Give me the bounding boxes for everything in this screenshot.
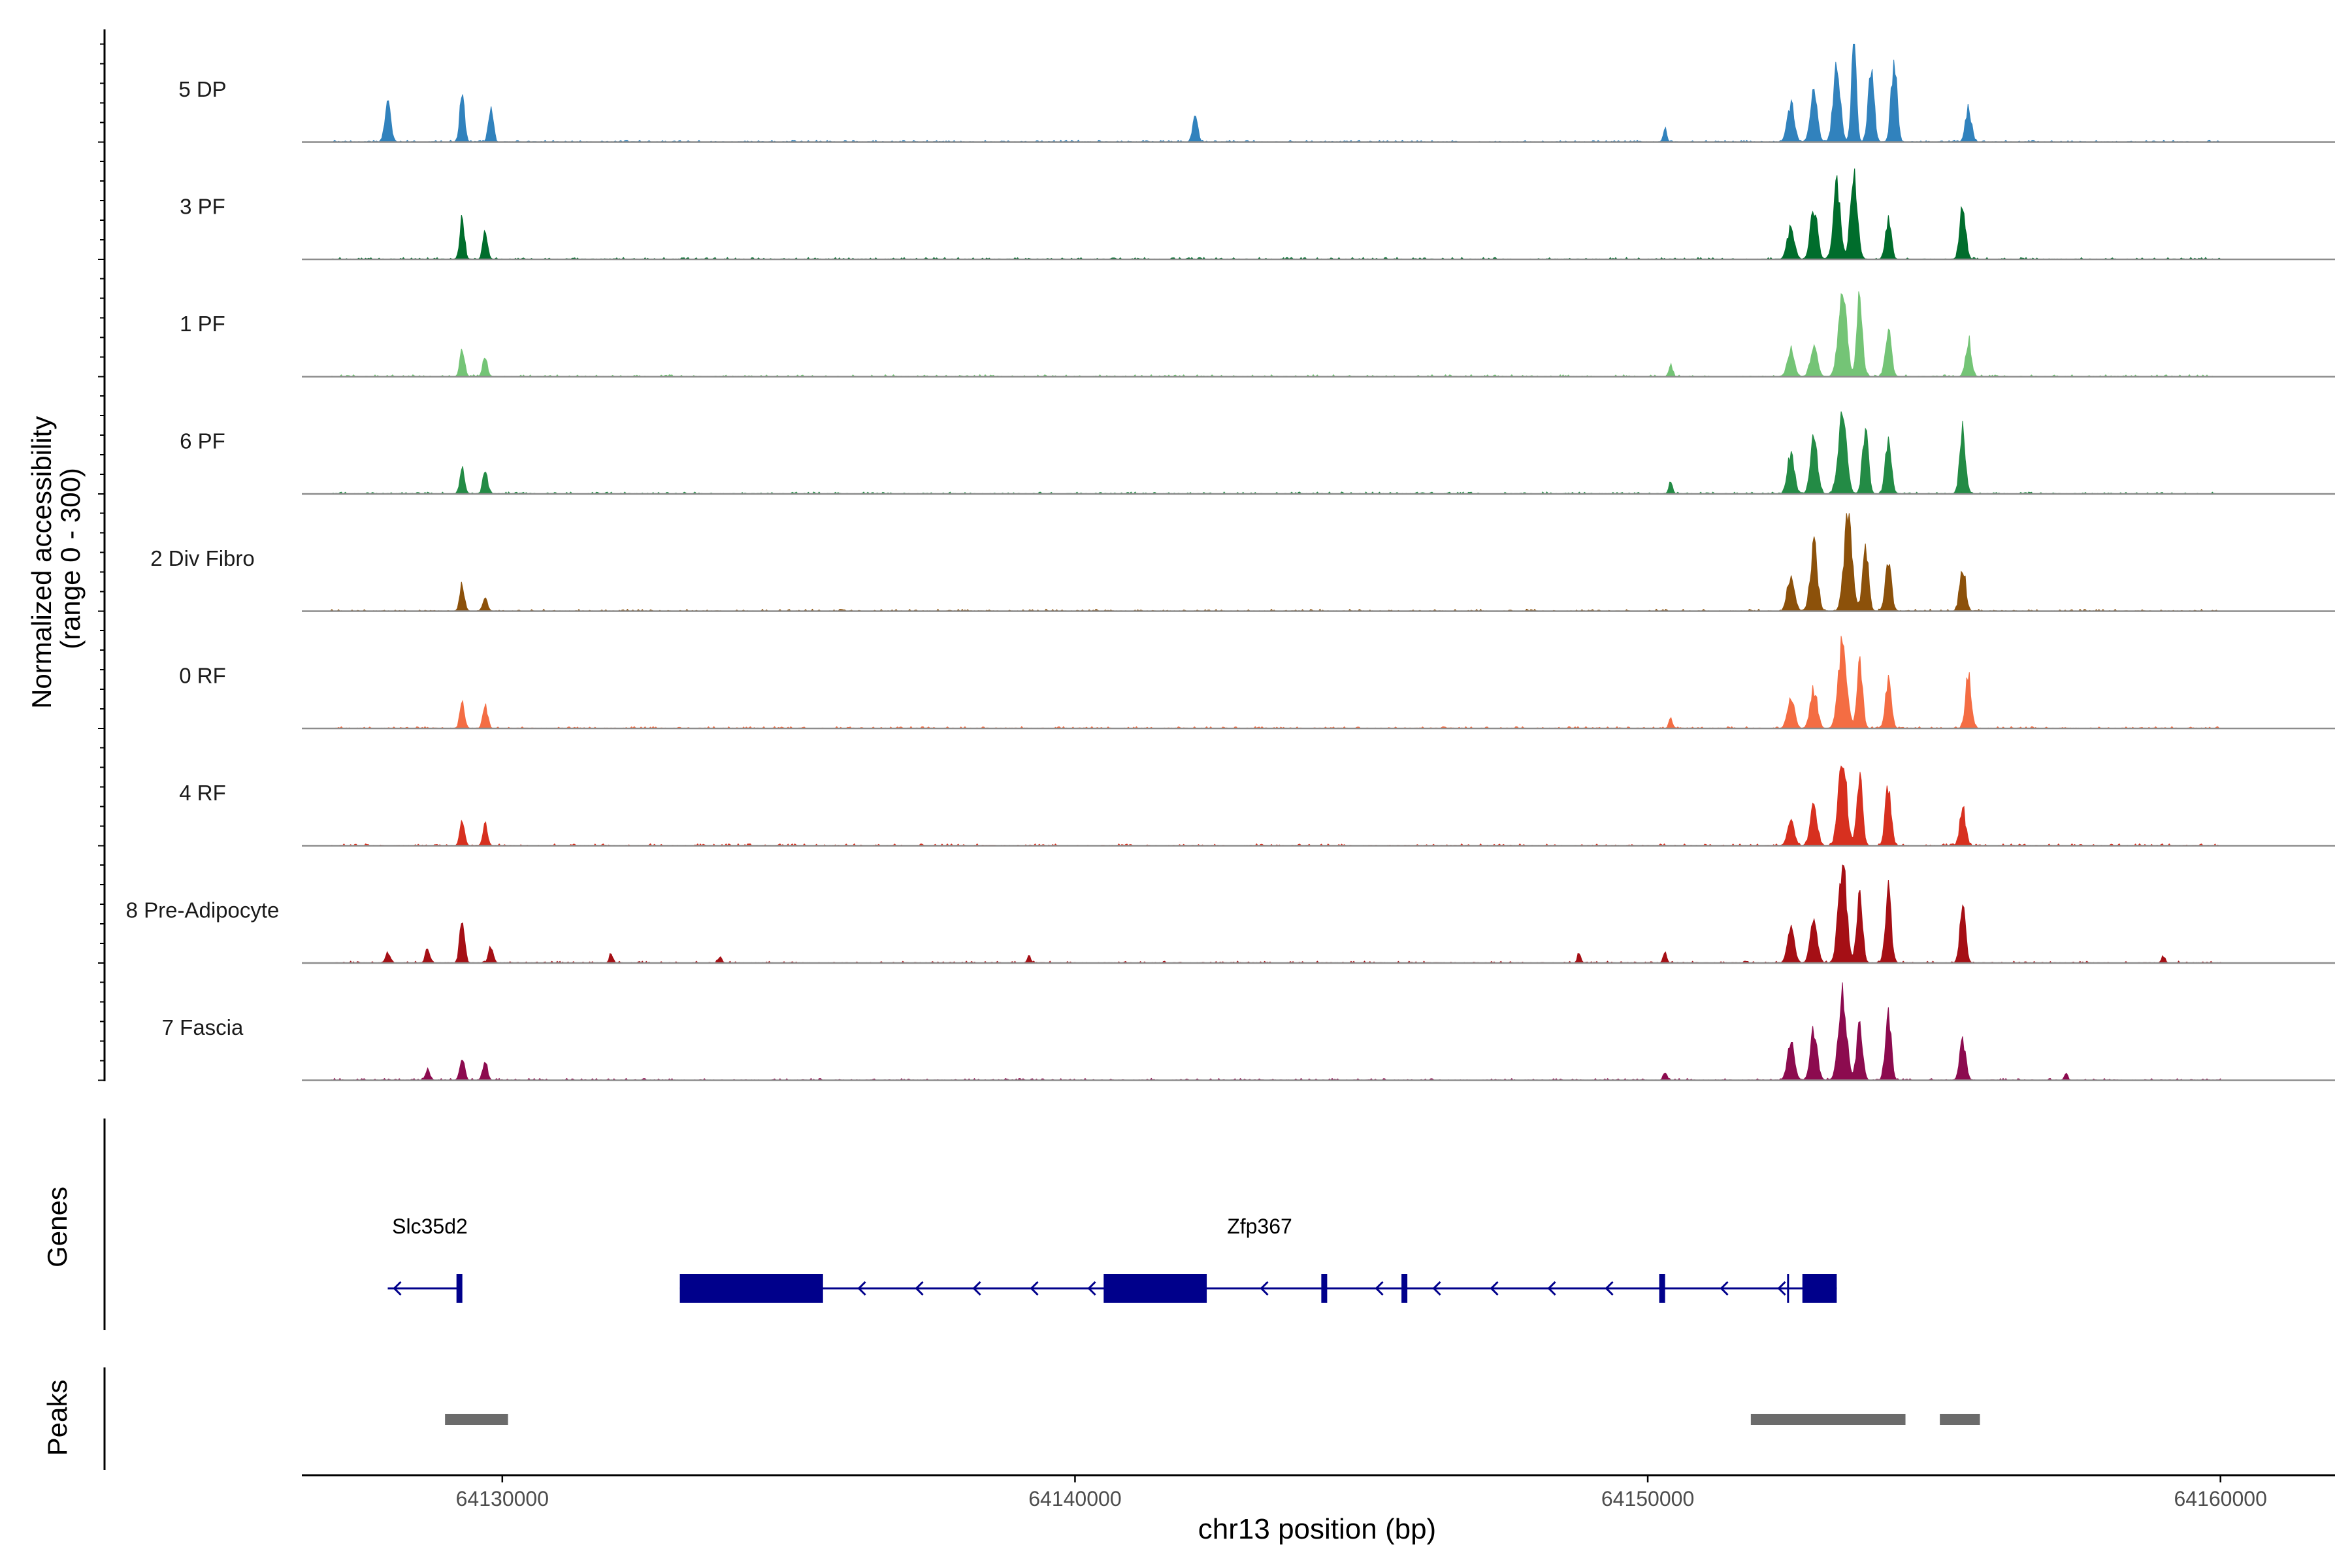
track-label: 5 DP	[178, 77, 226, 101]
track-label: 6 PF	[180, 429, 225, 453]
x-tick-label: 64160000	[2174, 1487, 2266, 1511]
peak-region	[1940, 1414, 1980, 1425]
peak-region	[445, 1414, 508, 1425]
strand-arrow	[1087, 1281, 1096, 1296]
strand-arrow	[1432, 1281, 1441, 1296]
strand-arrow	[1720, 1281, 1729, 1296]
peak-region	[1750, 1414, 1906, 1425]
exon	[456, 1274, 463, 1303]
strand-arrow	[1547, 1281, 1556, 1296]
x-tick-label: 64130000	[456, 1487, 549, 1511]
strand-arrow	[1777, 1281, 1786, 1296]
gene-label: Zfp367	[1227, 1215, 1292, 1238]
strand-arrow	[393, 1281, 402, 1296]
strand-arrow	[1030, 1281, 1039, 1296]
y-axis-title-line1: Normalized accessibility	[26, 416, 57, 709]
strand-arrow	[1375, 1281, 1384, 1296]
exon	[1321, 1274, 1328, 1303]
strand-arrow	[915, 1281, 924, 1296]
strand-arrow	[857, 1281, 866, 1296]
strand-arrow	[1490, 1281, 1499, 1296]
track-label: 4 RF	[179, 781, 226, 805]
exon	[1103, 1274, 1207, 1303]
track-label: 2 Div Fibro	[150, 546, 255, 570]
genes-panel-title: Genes	[42, 1186, 73, 1267]
y-axis-title-line2: (range 0 - 300)	[55, 468, 86, 649]
gene-annotation-panel: Slc35d2 Zfp367	[387, 1215, 1837, 1303]
gene-zfp367: Zfp367	[679, 1215, 1837, 1303]
track-4-rf: 4 RF	[179, 765, 2335, 847]
track-label: 7 Fascia	[162, 1015, 244, 1039]
gene-slc35d2: Slc35d2	[387, 1215, 468, 1303]
x-tick-label: 64140000	[1028, 1487, 1121, 1511]
track-1-pf: 1 PF	[180, 291, 2335, 378]
strand-arrow	[1605, 1281, 1614, 1296]
track-2-div-fibro: 2 Div Fibro	[150, 513, 2335, 612]
exon	[1659, 1274, 1665, 1303]
peaks-panel	[445, 1414, 1980, 1425]
track-7-fascia: 7 Fascia	[162, 982, 2335, 1081]
track-label: 0 RF	[179, 664, 226, 688]
gene-label: Slc35d2	[392, 1215, 468, 1238]
track-5-dp: 5 DP	[178, 44, 2335, 143]
track-3-pf: 3 PF	[180, 168, 2335, 261]
coverage-tracks: 5 DP 3 PF 1 PF 6 PF 2 Div Fibro 0 RF 4 RF 8 Pre…	[126, 44, 2335, 1081]
track-0-rf: 0 RF	[179, 636, 2335, 730]
y-axis-title: Normalized accessibility (range 0 - 300)	[26, 408, 86, 709]
strand-arrow	[1260, 1281, 1269, 1296]
exon	[1401, 1274, 1408, 1303]
track-label: 8 Pre-Adipocyte	[126, 898, 280, 923]
x-tick-label: 64150000	[1601, 1487, 1694, 1511]
left-axis	[98, 29, 106, 1470]
x-axis: 64130000 64140000 64150000 64160000	[302, 1474, 2335, 1511]
peaks-panel-title: Peaks	[42, 1380, 73, 1456]
x-axis-title: chr13 position (bp)	[1198, 1513, 1436, 1545]
exon	[1802, 1274, 1837, 1303]
track-6-pf: 6 PF	[180, 411, 2335, 495]
track-label: 1 PF	[180, 312, 225, 336]
exon	[679, 1274, 823, 1303]
strand-arrow	[972, 1281, 981, 1296]
track-8-pre-adipocyte: 8 Pre-Adipocyte	[126, 864, 2335, 964]
track-label: 3 PF	[180, 195, 225, 219]
